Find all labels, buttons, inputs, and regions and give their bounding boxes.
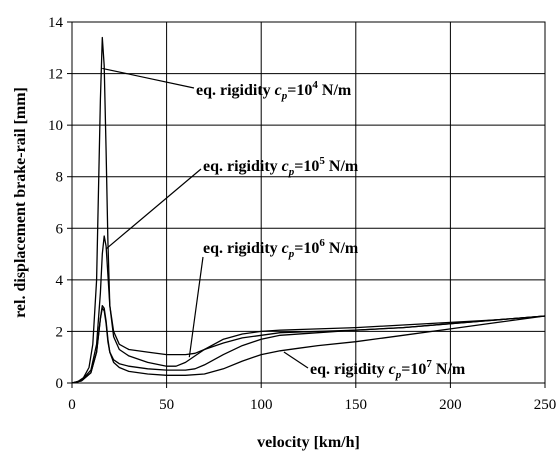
annotation-exp: 4 (312, 79, 318, 91)
annotation-leader-line (105, 168, 202, 250)
y-tick-label: 0 (56, 376, 64, 392)
annotation-leader-line (283, 351, 309, 369)
annotation-label: eq. rigidity cp=107 N/m (310, 358, 466, 381)
annotation-exp: 6 (319, 237, 325, 249)
annotation-label: eq. rigidity cp=104 N/m (196, 79, 352, 102)
x-tick-label: 150 (345, 397, 368, 413)
annotation-text_prefix: eq. rigidity (310, 361, 389, 378)
y-tick-label: 10 (48, 118, 63, 134)
annotation-suffix: N/m (432, 361, 466, 378)
annotation-eq: =10 (401, 361, 426, 378)
annotation-var: c (389, 361, 396, 378)
annotation-text_prefix: eq. rigidity (203, 158, 282, 175)
x-tick-label: 100 (250, 397, 273, 413)
annotation-label: eq. rigidity cp=105 N/m (203, 155, 359, 178)
annotation-eq: =10 (287, 82, 312, 99)
annotation-leader-line (188, 256, 204, 358)
y-tick-label: 2 (56, 324, 64, 340)
series-line-4 (71, 304, 546, 384)
annotation-sub: p (395, 369, 402, 381)
annotation-text_prefix: eq. rigidity (196, 82, 275, 99)
x-tick-label: 0 (68, 397, 76, 413)
x-axis-title: velocity [km/h] (257, 434, 360, 451)
annotation-suffix: N/m (325, 158, 359, 175)
annotation-suffix: N/m (325, 240, 359, 257)
annotation-eq: =10 (294, 158, 319, 175)
annotation-sub: p (281, 90, 288, 102)
annotation-suffix: N/m (318, 82, 352, 99)
annotation-sub: p (288, 248, 295, 260)
series-line-1 (71, 36, 546, 384)
y-axis-title: rel. displacement brake-rail [mm] (12, 87, 29, 318)
series-line-3 (71, 307, 546, 384)
plot-frame (71, 21, 546, 384)
y-tick-label: 8 (56, 170, 64, 186)
annotation-leader-line (102, 67, 195, 89)
y-tick-label: 12 (48, 67, 63, 83)
x-tick-label: 250 (534, 397, 557, 413)
annotation-label: eq. rigidity cp=106 N/m (203, 237, 359, 260)
y-tick-label: 14 (48, 15, 64, 31)
annotation-var: c (275, 82, 282, 99)
annotation-var: c (282, 158, 289, 175)
annotation-exp: 5 (319, 155, 325, 167)
x-tick-label: 200 (439, 397, 462, 413)
annotation-text_prefix: eq. rigidity (203, 240, 282, 257)
y-tick-label: 6 (56, 221, 64, 237)
y-tick-label: 4 (56, 273, 64, 289)
annotation-exp: 7 (426, 358, 432, 370)
x-tick-label: 50 (159, 397, 174, 413)
annotation-sub: p (288, 166, 295, 178)
annotation-eq: =10 (294, 240, 319, 257)
annotation-var: c (282, 240, 289, 257)
